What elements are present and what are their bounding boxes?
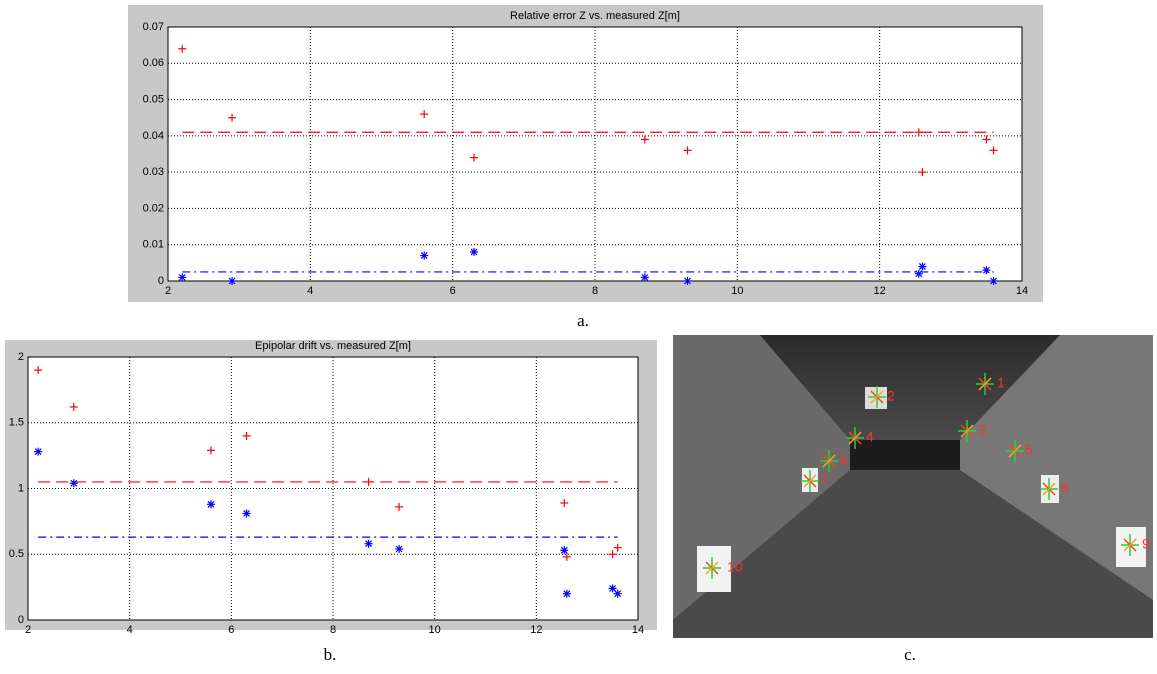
y-tick-label: 1.5 <box>9 417 24 429</box>
target-label: 1 <box>997 375 1005 391</box>
point <box>70 479 78 487</box>
point <box>982 266 990 274</box>
y-tick-label: 0.03 <box>143 166 164 178</box>
x-tick-label: 4 <box>127 624 133 636</box>
point <box>228 277 236 285</box>
y-tick-label: 0.06 <box>143 57 164 69</box>
x-tick-label: 8 <box>592 285 598 297</box>
point <box>365 540 373 548</box>
point <box>470 248 478 256</box>
y-tick-label: 0 <box>18 614 24 626</box>
point <box>641 273 649 281</box>
x-tick-label: 12 <box>530 624 542 636</box>
y-tick-label: 0.01 <box>143 239 164 251</box>
point <box>178 273 186 281</box>
caption: b. <box>324 645 337 664</box>
point <box>614 590 622 598</box>
x-tick-label: 2 <box>25 624 31 636</box>
caption: a. <box>577 311 589 330</box>
y-tick-label: 2 <box>18 351 24 363</box>
x-tick-label: 10 <box>731 285 743 297</box>
x-tick-label: 14 <box>1016 285 1028 297</box>
point <box>684 277 692 285</box>
y-tick-label: 0.5 <box>9 548 24 560</box>
x-tick-label: 8 <box>330 624 336 636</box>
point <box>395 545 403 553</box>
target-label: 8 <box>1061 480 1069 496</box>
target-label: 6 <box>840 452 848 468</box>
y-tick-label: 0.04 <box>143 130 164 142</box>
x-tick-label: 2 <box>165 285 171 297</box>
target-label: 3 <box>978 422 986 438</box>
point <box>243 509 251 517</box>
y-tick-label: 1 <box>18 482 24 494</box>
caption: c. <box>904 645 916 664</box>
figure: c. 1 2 3 4 5 6 7 8 9 10 Relative error Z… <box>0 0 1157 669</box>
x-tick-label: 12 <box>874 285 886 297</box>
point <box>990 277 998 285</box>
target-label: 5 <box>1025 442 1033 458</box>
point <box>560 546 568 554</box>
x-tick-label: 14 <box>632 624 644 636</box>
x-tick-label: 6 <box>228 624 234 636</box>
y-tick-label: 0.02 <box>143 202 164 214</box>
point <box>563 590 571 598</box>
point <box>915 270 923 278</box>
chart-title: Relative error Z vs. measured Z[m] <box>510 10 680 22</box>
x-tick-label: 4 <box>307 285 313 297</box>
point <box>34 448 42 456</box>
target-label: 9 <box>1142 536 1150 552</box>
y-tick-label: 0 <box>158 275 164 287</box>
photo <box>673 335 1153 638</box>
x-tick-label: 6 <box>450 285 456 297</box>
chart-title: Epipolar drift vs. measured Z[m] <box>255 340 411 352</box>
point <box>918 262 926 270</box>
target-label: 10 <box>727 559 743 575</box>
y-tick-label: 0.05 <box>143 93 164 105</box>
y-tick-label: 0.07 <box>143 21 164 33</box>
point <box>207 500 215 508</box>
x-tick-label: 10 <box>429 624 441 636</box>
target-label: 7 <box>820 472 828 488</box>
target-label: 4 <box>866 429 874 445</box>
target-label: 2 <box>887 388 895 404</box>
point <box>420 252 428 260</box>
